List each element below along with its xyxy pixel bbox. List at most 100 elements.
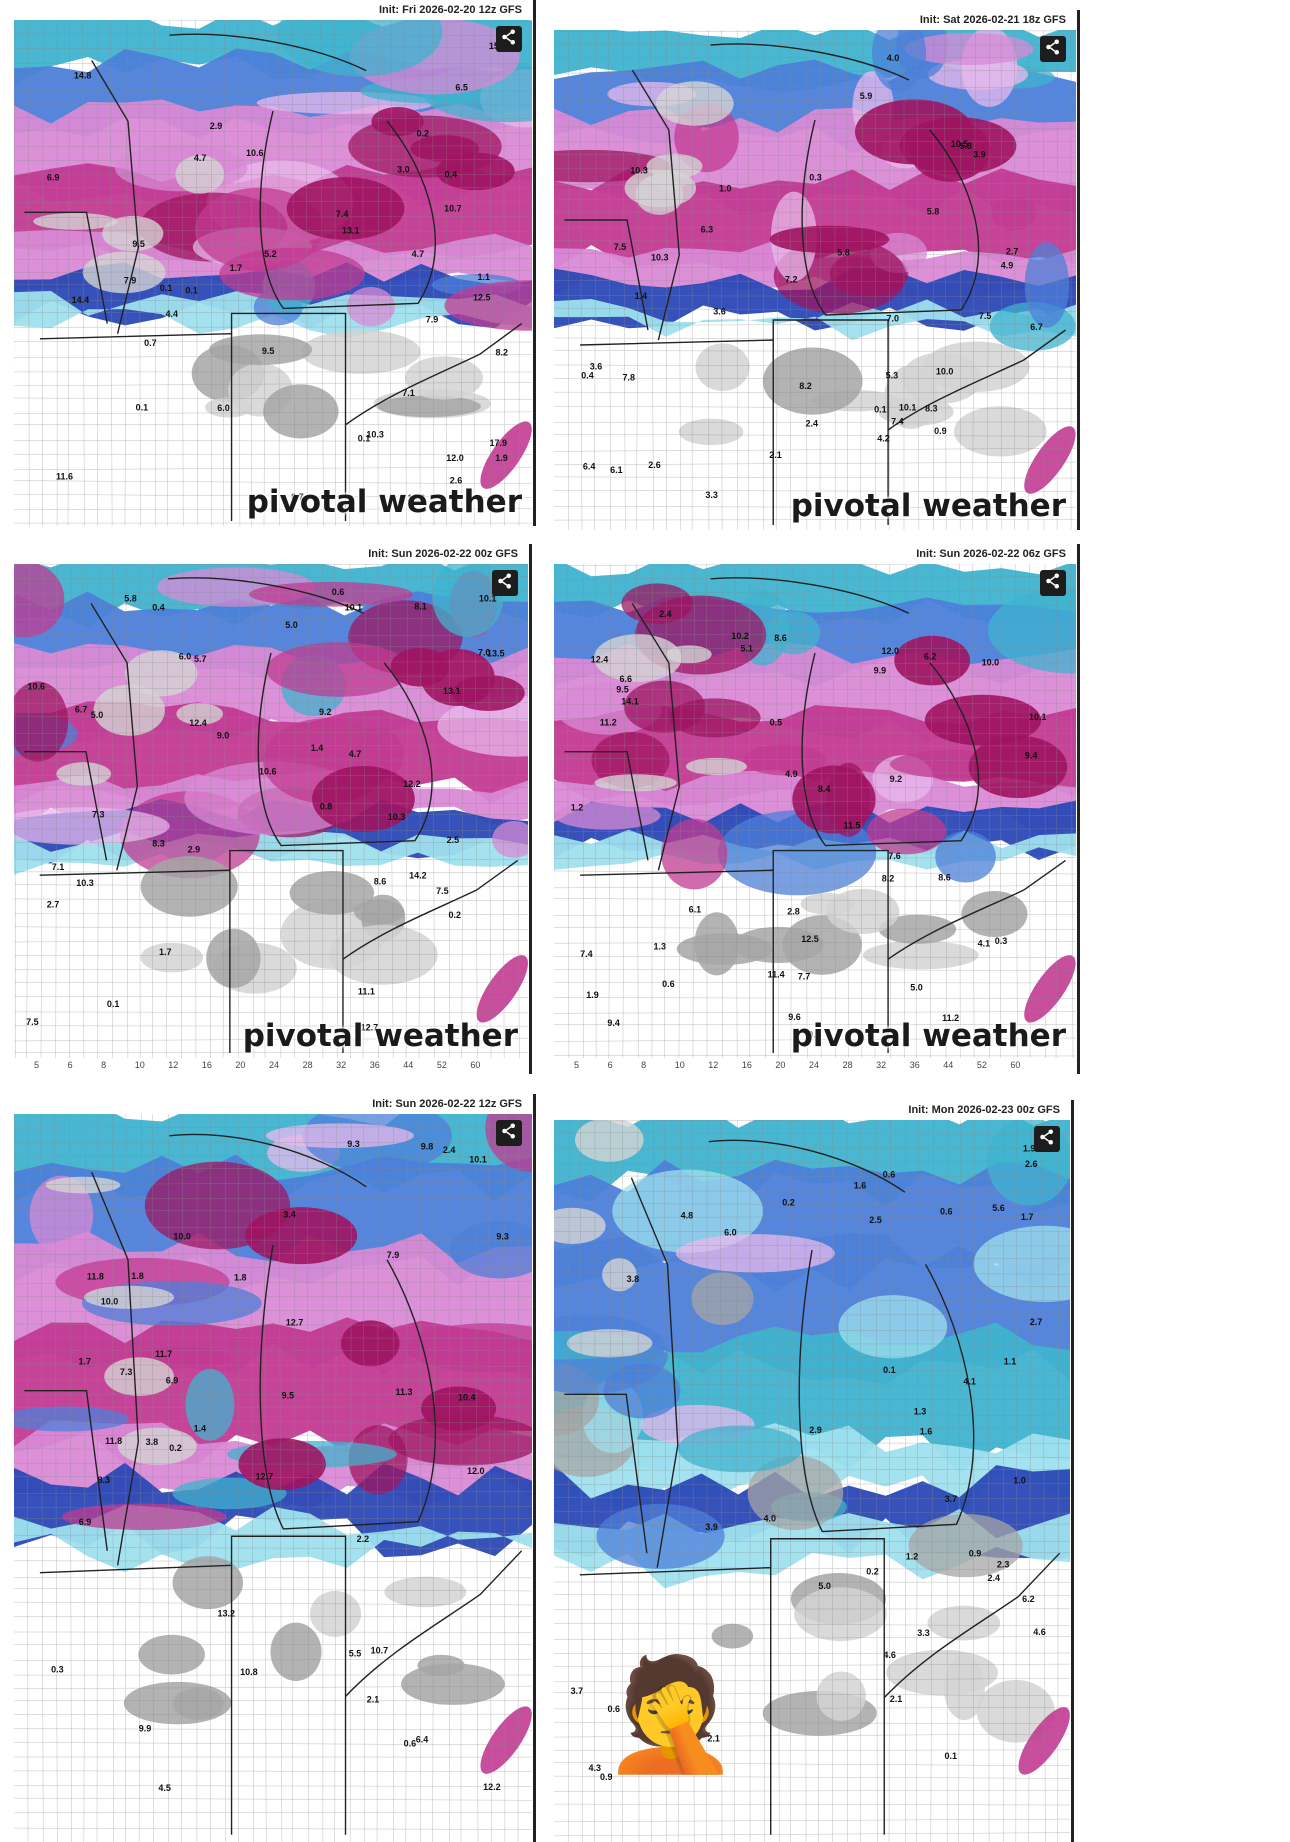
snowfall-value-label: 8.3 (152, 838, 165, 848)
share-icon (500, 28, 518, 51)
snowfall-value-label: 6.4 (583, 462, 596, 472)
snowfall-value-label: 0.1 (136, 402, 149, 412)
snowfall-value-label: 0.5 (770, 717, 783, 727)
share-button[interactable] (496, 26, 522, 52)
scale-tick-label: 24 (809, 1060, 820, 1070)
share-button[interactable] (1040, 570, 1066, 596)
snowfall-value-label: 6.1 (610, 465, 623, 475)
snowfall-value-label: 11.1 (358, 987, 375, 997)
snowfall-value-label: 8.2 (799, 381, 812, 391)
snowfall-value-label: 9.5 (616, 685, 629, 695)
snowfall-value-label: 2.8 (787, 907, 800, 917)
init-label: Init: Sun 2026-02-22 06z GFS (916, 548, 1066, 560)
snowfall-value-label: 2.6 (1025, 1159, 1038, 1169)
share-button[interactable] (1040, 36, 1066, 62)
snowfall-value-label: 5.2 (264, 249, 277, 259)
scale-tick-label: 6 (67, 1060, 73, 1070)
map-canvas: 8.6 9.5 8.4 8.2 9.2 11.4 12.5 14.1 12.4 12.0 11.2 9… (554, 564, 1076, 1058)
panel-border (1077, 544, 1080, 1074)
snowfall-value-label: 7.6 (888, 851, 901, 861)
share-button[interactable] (1034, 1126, 1060, 1152)
snowfall-value-label: 4.7 (412, 249, 425, 259)
snowfall-value-label: 8.2 (882, 874, 895, 884)
snowfall-value-label: 1.0 (719, 183, 732, 193)
snowfall-value-label: 6.9 (79, 1517, 92, 1527)
share-button[interactable] (496, 1120, 522, 1146)
snowfall-value-label: 11.8 (105, 1436, 122, 1446)
snowfall-value-label: 6.7 (1030, 322, 1043, 332)
share-icon (1038, 1128, 1056, 1151)
snowfall-value-label: 2.5 (447, 835, 460, 845)
init-label: Init: Mon 2026-02-23 00z GFS (908, 1104, 1060, 1116)
snowfall-value-label: 6.4 (416, 1734, 429, 1744)
snowfall-value-label: 6.9 (166, 1376, 179, 1386)
scale-tick-label: 28 (302, 1060, 313, 1070)
snowfall-value-label: 1.2 (906, 1551, 919, 1561)
share-button[interactable] (492, 570, 518, 596)
snowfall-value-label: 0.6 (662, 979, 675, 989)
snowfall-value-label: 2.7 (47, 900, 60, 910)
panel-border (529, 544, 532, 1074)
snowfall-value-label: 6.7 (75, 704, 88, 714)
snowfall-value-label: 0.2 (449, 910, 462, 920)
snowfall-map-panel-6: Init: Mon 2026-02-23 00z GFS 5.6 2.1 3.3 5.… (554, 1100, 1074, 1842)
snowfall-value-label: 6.0 (217, 403, 230, 413)
snowfall-value-label: 0.1 (107, 999, 120, 1009)
snowfall-value-label: 3.7 (945, 1494, 958, 1504)
snowfall-value-label: 14.2 (409, 871, 427, 881)
snowfall-value-label: 9.6 (788, 1012, 801, 1022)
snowfall-value-label: 7.9 (124, 276, 137, 286)
snowfall-value-label: 0.8 (320, 801, 333, 811)
snowfall-value-label: 5.0 (91, 710, 104, 720)
snowfall-value-label: 2.4 (659, 609, 672, 619)
snowfall-value-label: 0.6 (940, 1206, 953, 1216)
scale-tick-label: 16 (741, 1060, 752, 1070)
snowfall-value-label: 6.3 (701, 224, 714, 234)
snowfall-value-label: 1.9 (495, 453, 508, 463)
map-canvas: 10.1 7.5 10.5 3.9 4.0 5.8 6.1 6.4 2.4 3.3 4.2 3.6 3.… (554, 30, 1076, 530)
snowfall-value-label: 4.1 (963, 1376, 976, 1386)
init-label: Init: Sun 2026-02-22 00z GFS (368, 548, 518, 560)
snowfall-value-label: 0.1 (945, 1751, 958, 1761)
snowfall-value-label: 10.3 (76, 878, 94, 888)
snowfall-value-label: 5.3 (886, 371, 899, 381)
snowfall-map: 5.0 7.5 6.7 7.3 9.2 10.6 10.6 10.1 10.3 12.7 12.2 1… (14, 564, 528, 1058)
share-icon (1044, 38, 1062, 61)
scale-tick-label: 10 (674, 1060, 685, 1070)
snowfall-value-label: 1.2 (571, 803, 584, 813)
snowfall-value-label: 3.3 (917, 1628, 930, 1638)
snowfall-value-label: 1.3 (654, 942, 667, 952)
snowfall-value-label: 10.1 (1029, 712, 1047, 722)
scale-tick-label: 12 (168, 1060, 179, 1070)
snowfall-value-label: 1.4 (635, 291, 648, 301)
snowfall-value-label: 3.3 (705, 490, 718, 500)
snowfall-value-label: 7.3 (92, 810, 105, 820)
snowfall-value-label: 2.5 (869, 1215, 882, 1225)
scale-tick-label: 52 (436, 1060, 447, 1070)
snowfall-value-label: 5.8 (837, 247, 850, 257)
snowfall-value-label: 7.7 (798, 971, 811, 981)
scale-tick-label: 44 (943, 1060, 954, 1070)
scale-tick-label: 36 (369, 1060, 380, 1070)
snowfall-value-label: 3.8 (627, 1274, 640, 1284)
snowfall-value-label: 6.1 (689, 905, 702, 915)
map-canvas: 17.914.47.412.013.115.69.58.210.610.39.5… (14, 20, 532, 526)
snowfall-value-label: 2.6 (648, 460, 661, 470)
snowfall-value-label: 5.8 (960, 141, 973, 151)
snowfall-value-label: 8.4 (818, 784, 831, 794)
snowfall-map: 17.914.47.412.013.115.69.58.210.610.39.5… (14, 20, 532, 526)
scale-tick-label: 5 (574, 1060, 580, 1070)
snowfall-value-label: 7.0 (887, 314, 900, 324)
init-label: Init: Sat 2026-02-21 18z GFS (919, 14, 1066, 26)
snowfall-value-label: 1.9 (586, 990, 599, 1000)
watermark-logo: pivotal weather (790, 1018, 1066, 1054)
snowfall-value-label: 7.1 (402, 388, 415, 398)
snowfall-value-label: 10.1 (345, 603, 363, 613)
snowfall-value-label: 12.5 (801, 934, 819, 944)
snowfall-value-label: 10.5 (951, 139, 969, 149)
snowfall-value-label: 11.5 (844, 820, 861, 830)
snowfall-value-label: 4.8 (681, 1211, 694, 1221)
snowfall-value-label: 3.9 (705, 1522, 718, 1532)
snowfall-value-label: 5.0 (818, 1581, 831, 1591)
snowfall-value-label: 3.4 (283, 1210, 296, 1220)
